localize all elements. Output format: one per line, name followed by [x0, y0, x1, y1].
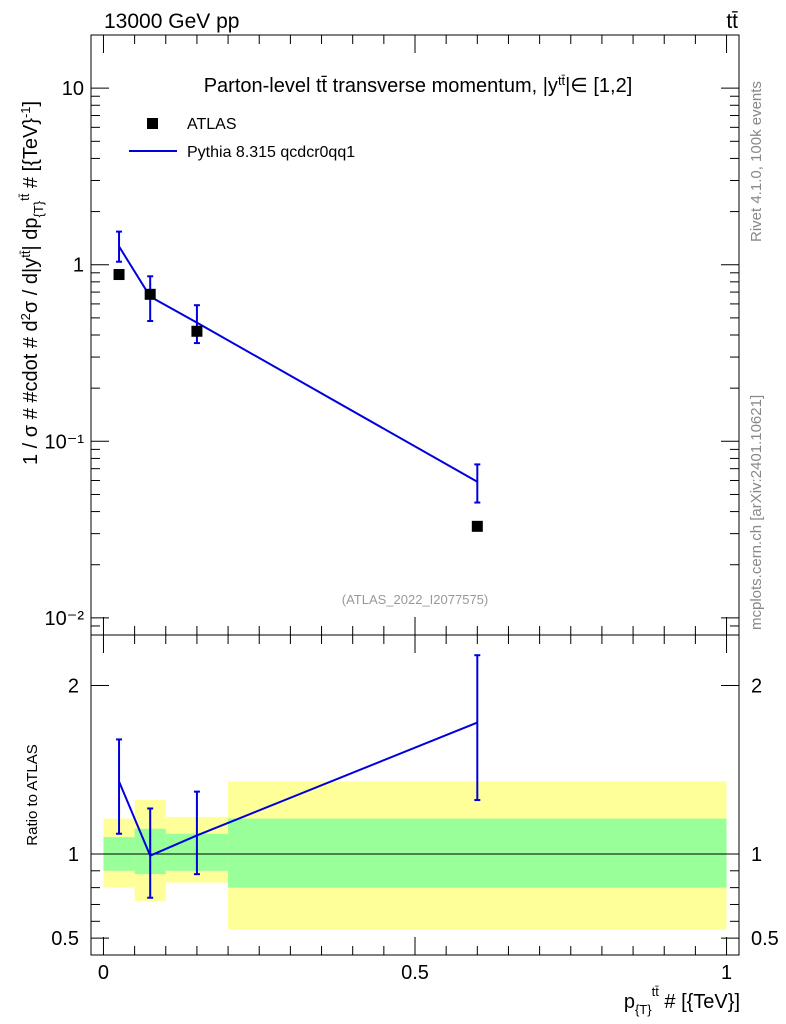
legend-atlas-label: ATLAS — [187, 116, 237, 133]
ratio-y-tick-label: 1 — [68, 844, 79, 866]
main-atlas-point — [144, 288, 156, 300]
main-title-part: Parton-level tt̄ transverse momentum, |y — [204, 75, 558, 97]
main-ylabel-part: | dp — [20, 218, 42, 251]
ratio-y-axis-label: Ratio to ATLAS — [24, 744, 41, 845]
x-tick-label: 1 — [721, 962, 732, 984]
x-label-part: tt̄ — [652, 984, 660, 999]
header-energy: 13000 GeV pp — [104, 10, 239, 33]
x-axis-label: p{T}tt̄ # [{TeV}] — [624, 984, 740, 1017]
ratio-panel: 0.5 0.5 1 1 2 2 0 0.5 1 Ratio to ATLAS p{T}tt̄ … — [24, 634, 779, 1017]
x-tick-label: 0 — [98, 962, 109, 984]
main-atlas-point — [471, 520, 483, 532]
main-ylabel-part: 1 / σ # #cdot # d — [20, 320, 42, 465]
main-ylabel-part: tt̄ — [17, 193, 32, 201]
x-label-part: {T} — [635, 1002, 652, 1017]
main-y-tick-label: 1 — [73, 255, 84, 277]
main-atlas-point — [113, 269, 125, 281]
main-title-part: tt̄ — [558, 73, 566, 88]
main-ylabel-part: # [{TeV} — [20, 118, 42, 194]
ratio-y-tick-label-right: 1 — [751, 844, 762, 866]
legend-atlas-marker — [147, 118, 158, 129]
header-process: tt̄ — [726, 10, 738, 33]
ratio-pythia-line — [118, 721, 478, 857]
main-panel: Parton-level tt̄ transverse momentum, |y… — [17, 34, 740, 636]
main-ylabel-part: 2 — [18, 313, 33, 320]
source-label: mcplots.cern.ch [arXiv:2401.10621] — [748, 395, 765, 630]
x-label-part: # [{TeV}] — [659, 991, 740, 1013]
main-y-tick-label: 10⁻² — [45, 608, 85, 630]
x-tick-label: 0.5 — [401, 962, 429, 984]
main-ylabel-part: σ / d|y — [20, 258, 42, 313]
main-y-tick-label: 10 — [62, 78, 84, 100]
main-ylabel-part: ] — [20, 101, 42, 107]
main-y-tick-label: 10⁻¹ — [45, 431, 85, 453]
main-y-axis-label: 1 / σ # #cdot # d2σ / d|ytt̄| dp{T}tt̄ #… — [17, 101, 46, 465]
main-ylabel-part: -1 — [18, 106, 33, 118]
legend-pythia-label: Pythia 8.315 qcdcr0qq1 — [187, 144, 355, 161]
main-title-part: |∈ [1,2] — [565, 75, 632, 97]
main-atlas-point — [191, 325, 203, 337]
x-label-part: p — [624, 991, 635, 1013]
legend: ATLAS Pythia 8.315 qcdcr0qq1 — [129, 116, 355, 161]
rivet-version-label: Rivet 4.1.0, 100k events — [748, 81, 765, 242]
ratio-y-tick-label-right: 0.5 — [751, 928, 779, 950]
ratio-y-tick-label: 0.5 — [51, 928, 79, 950]
ratio-y-tick-label: 2 — [68, 676, 79, 698]
main-title: Parton-level tt̄ transverse momentum, |y… — [204, 73, 633, 97]
main-watermark: (ATLAS_2022_I2077575) — [342, 592, 488, 607]
main-pythia-line — [118, 245, 478, 483]
main-ylabel-part: {T} — [31, 200, 46, 217]
main-ylabel-part: tt̄ — [18, 250, 33, 258]
ratio-y-tick-label-right: 2 — [751, 676, 762, 698]
ratio-inner-band — [228, 818, 727, 888]
